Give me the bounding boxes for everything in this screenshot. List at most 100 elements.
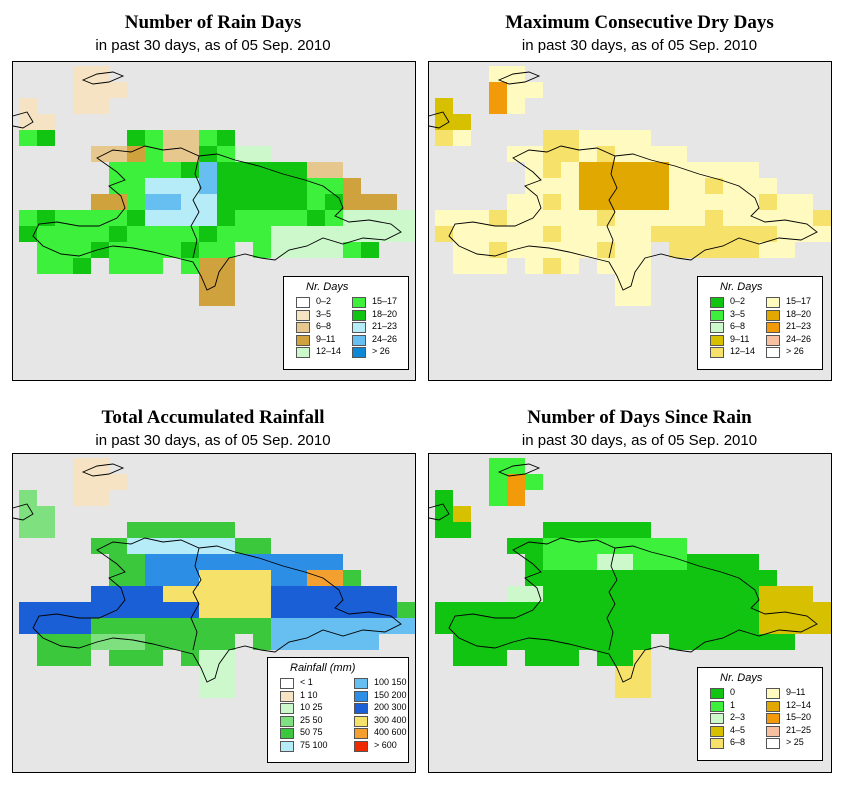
grid-cell (109, 474, 127, 490)
grid-rain-days (13, 66, 415, 306)
legend-dry-days: Nr. Days 0–2 3–5 6–8 9–11 12–14 15–17 18–20 21–2… (697, 276, 823, 370)
grid-cell (217, 666, 235, 682)
grid-cell (145, 554, 163, 570)
grid-cell (127, 522, 145, 538)
grid-cell (651, 194, 669, 210)
grid-cell (73, 66, 91, 82)
grid-cell (109, 194, 127, 210)
grid-cell (379, 602, 397, 618)
grid-cell (525, 634, 543, 650)
grid-cell (289, 554, 307, 570)
legend-swatch (766, 713, 780, 724)
grid-cell (543, 258, 561, 274)
grid-cell (19, 618, 37, 634)
grid-cell (37, 114, 55, 130)
grid-cell (145, 146, 163, 162)
grid-cell (507, 538, 525, 554)
grid-cell (597, 554, 615, 570)
panel-title: Number of Days Since Rain (527, 407, 752, 428)
grid-cell (435, 98, 453, 114)
grid-cell (597, 210, 615, 226)
legend-label: 6–8 (316, 321, 332, 331)
grid-cell (795, 618, 813, 634)
grid-cell (37, 130, 55, 146)
grid-cell (199, 570, 217, 586)
grid-cell (343, 178, 361, 194)
grid-cell (579, 602, 597, 618)
grid-cell (669, 146, 687, 162)
grid-cell (199, 522, 217, 538)
grid-cell (579, 522, 597, 538)
grid-cell (561, 226, 579, 242)
grid-cell (199, 666, 217, 682)
grid-cell (615, 290, 633, 306)
legend-label: > 600 (374, 739, 397, 750)
coastline (32, 537, 402, 683)
grid-cell (615, 634, 633, 650)
grid-cell (705, 210, 723, 226)
legend-swatch (710, 713, 724, 724)
grid-cell (669, 210, 687, 226)
grid-cell (271, 194, 289, 210)
legend-label: 0–2 (730, 296, 746, 306)
grid-cell (91, 146, 109, 162)
grid-cell (199, 586, 217, 602)
grid-cell (55, 650, 73, 666)
grid-cell (217, 146, 235, 162)
grid-cell (127, 242, 145, 258)
grid-cell (597, 242, 615, 258)
grid-cell (145, 226, 163, 242)
grid-cell (579, 538, 597, 554)
grid-cell (759, 194, 777, 210)
grid-cell (325, 554, 343, 570)
grid-cell (73, 602, 91, 618)
grid-cell (633, 602, 651, 618)
grid-cell (163, 618, 181, 634)
grid-cell (615, 274, 633, 290)
grid-cell (777, 586, 795, 602)
grid-cell (615, 554, 633, 570)
grid-cell (615, 162, 633, 178)
grid-cell (507, 82, 525, 98)
grid-cell (723, 586, 741, 602)
grid-cell (145, 178, 163, 194)
grid-cell (615, 258, 633, 274)
legend-swatch (352, 322, 366, 333)
panel-subtitle: in past 30 days, as of 05 Sep. 2010 (95, 37, 331, 54)
grid-cell (435, 602, 453, 618)
grid-cell (253, 146, 271, 162)
legend-label: 3–5 (730, 308, 746, 319)
grid-cell (181, 602, 199, 618)
grid-cell (579, 570, 597, 586)
grid-cell (615, 194, 633, 210)
legend-swatch (352, 309, 366, 321)
legend-swatch (710, 309, 724, 321)
grid-cell (597, 258, 615, 274)
grid-cell (489, 66, 507, 82)
grid-cell (163, 194, 181, 210)
legend-label: 9–11 (316, 333, 336, 344)
grid-cell (813, 226, 831, 242)
grid-cell (397, 210, 415, 226)
grid-cell (217, 210, 235, 226)
legend-swatch (296, 309, 310, 321)
grid-cell (73, 618, 91, 634)
grid-cell (163, 210, 181, 226)
legend-label: 1 (730, 699, 736, 710)
grid-cell (561, 618, 579, 634)
grid-cell (597, 538, 615, 554)
grid-cell (687, 210, 705, 226)
grid-cell (163, 554, 181, 570)
grid-cell (741, 602, 759, 618)
grid-cell (289, 586, 307, 602)
grid-cell (217, 682, 235, 698)
grid-cell (343, 194, 361, 210)
grid-cell (145, 130, 163, 146)
legend-label: 18–20 (372, 308, 398, 319)
grid-cell (37, 634, 55, 650)
legend-label: 50 75 (300, 727, 323, 737)
grid-cell (489, 602, 507, 618)
legend-label: 21–25 (786, 724, 812, 735)
grid-cell (615, 130, 633, 146)
legend-swatch (766, 334, 780, 346)
